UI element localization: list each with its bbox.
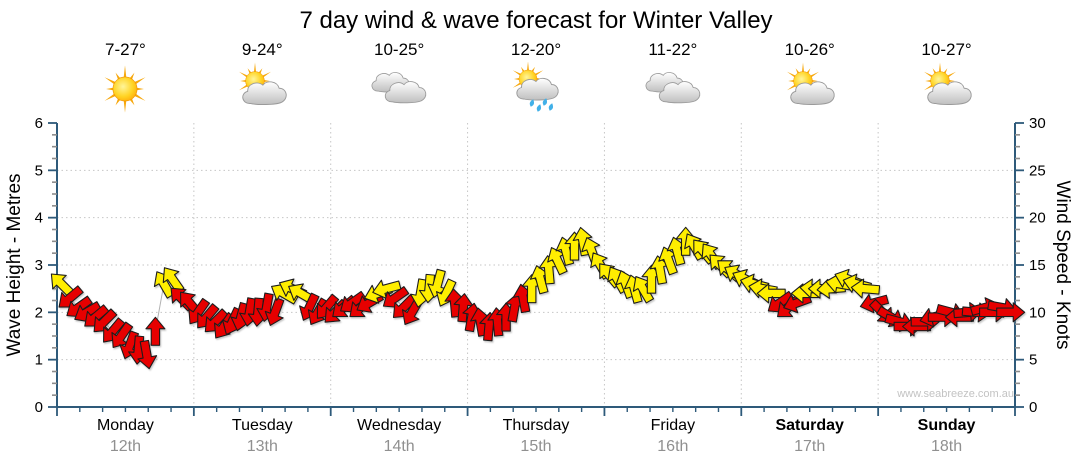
sunny-icon [104, 65, 146, 113]
left-axis-ticks: 0 1 2 3 4 5 6 [35, 115, 57, 416]
day-summary-wednesday: 10-25° [334, 40, 464, 116]
left-tick-label: 4 [35, 210, 43, 227]
day-name-label: Friday [650, 417, 696, 434]
right-tick-label: 5 [1029, 352, 1037, 369]
wind-arrow [850, 278, 881, 299]
temp-range-label: 7-27° [105, 40, 146, 59]
day-summary-monday: 7-27° [60, 40, 190, 116]
right-tick-label: 10 [1029, 304, 1046, 321]
temp-range-label: 12-20° [510, 40, 562, 59]
right-tick-label: 15 [1029, 257, 1046, 274]
raindrop-shape [529, 99, 535, 107]
right-tick-label: 20 [1029, 210, 1046, 227]
right-tick-label: 0 [1029, 399, 1037, 416]
cloud-shape [658, 81, 701, 104]
wind-arrow [264, 297, 285, 327]
raindrop-shape [542, 98, 548, 106]
day-label-thursday: Thursday 15th [466, 415, 606, 457]
right-axis-ticks: 0 5 10 15 20 25 30 [1015, 115, 1046, 416]
day-summary-thursday: 12-20° [471, 40, 601, 116]
left-tick-label: 5 [35, 162, 43, 179]
day-summary-friday: 11-22° [608, 40, 738, 116]
right-tick-label: 25 [1029, 162, 1046, 179]
partly-cloudy-icon [786, 62, 835, 105]
sun-shape [104, 65, 146, 113]
raindrop-shape [548, 103, 554, 111]
temp-range-label: 10-27° [921, 40, 972, 59]
cloud-shape [926, 81, 972, 105]
temp-range-label: 11-22° [648, 40, 698, 59]
left-tick-label: 1 [35, 352, 43, 369]
day-date-label: 17th [794, 438, 826, 455]
day-date-label: 16th [657, 438, 689, 455]
partly-cloudy-icon [923, 62, 972, 105]
page-title: 7 day wind & wave forecast for Winter Va… [299, 7, 773, 34]
wind-arrow [137, 339, 158, 370]
temp-range-label: 10-26° [784, 40, 835, 59]
day-summary-sunday: 10-27° [882, 40, 1012, 116]
day-name-label: Tuesday [231, 417, 293, 434]
left-tick-label: 3 [35, 257, 43, 274]
cloud-shape [385, 81, 427, 104]
day-name-label: Monday [96, 417, 154, 434]
cloud-shape [790, 81, 835, 105]
temp-range-label: 10-25° [374, 40, 425, 59]
left-tick-label: 2 [35, 304, 43, 321]
day-label-saturday: Saturday 17th [740, 415, 880, 457]
day-name-label: Saturday [775, 417, 844, 434]
left-tick-label: 0 [35, 399, 43, 416]
left-tick-label: 6 [35, 115, 43, 132]
raindrop-shape [536, 104, 542, 112]
day-date-label: 15th [520, 438, 552, 455]
partly-cloudy-icon [239, 62, 287, 105]
cloudy-icon [371, 72, 427, 104]
day-label-wednesday: Wednesday 14th [329, 415, 469, 457]
cloud-shape [516, 77, 559, 101]
wind-arrow [996, 302, 1026, 323]
day-name-label: Sunday [917, 417, 976, 434]
day-date-label: 18th [930, 438, 963, 455]
day-label-sunday: Sunday 18th [877, 415, 1017, 457]
day-summary-tuesday: 9-24° [197, 40, 327, 116]
cloudy-icon [645, 72, 701, 104]
gridlines [57, 123, 1015, 407]
wind-arrows [50, 226, 1026, 370]
axes [56, 123, 1016, 408]
day-summary-saturday: 10-26° [745, 40, 875, 116]
day-name-label: Thursday [502, 417, 570, 434]
wind-arrow [145, 316, 166, 346]
day-date-label: 13th [246, 438, 278, 455]
watermark-link[interactable]: www.seabreeze.com.au [897, 388, 1014, 400]
temp-range-label: 9-24° [241, 40, 283, 59]
day-name-label: Wednesday [357, 417, 442, 434]
showers-icon [512, 62, 559, 112]
cloud-shape [242, 81, 287, 105]
day-date-label: 12th [109, 438, 141, 455]
right-tick-label: 30 [1029, 115, 1046, 132]
day-label-monday: Monday 12th [55, 415, 195, 457]
day-date-label: 14th [383, 438, 415, 455]
day-label-tuesday: Tuesday 13th [192, 415, 332, 457]
day-label-friday: Friday 16th [603, 415, 743, 457]
x-axis-ticks [56, 407, 1016, 416]
